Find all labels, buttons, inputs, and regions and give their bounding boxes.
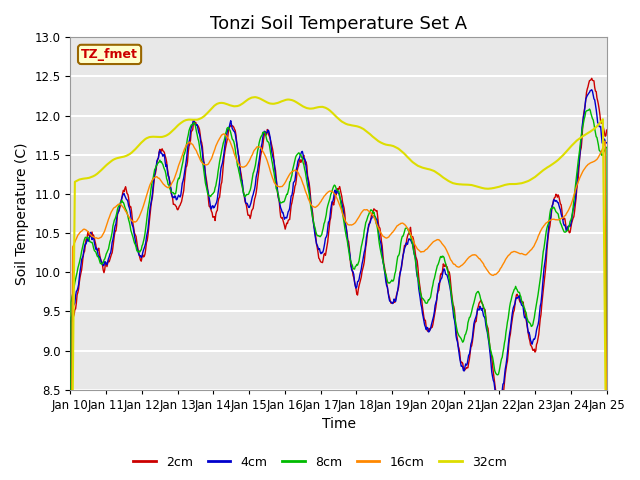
X-axis label: Time: Time xyxy=(321,418,355,432)
Legend: 2cm, 4cm, 8cm, 16cm, 32cm: 2cm, 4cm, 8cm, 16cm, 32cm xyxy=(128,451,512,474)
Y-axis label: Soil Temperature (C): Soil Temperature (C) xyxy=(15,143,29,285)
Title: Tonzi Soil Temperature Set A: Tonzi Soil Temperature Set A xyxy=(210,15,467,33)
Text: TZ_fmet: TZ_fmet xyxy=(81,48,138,61)
